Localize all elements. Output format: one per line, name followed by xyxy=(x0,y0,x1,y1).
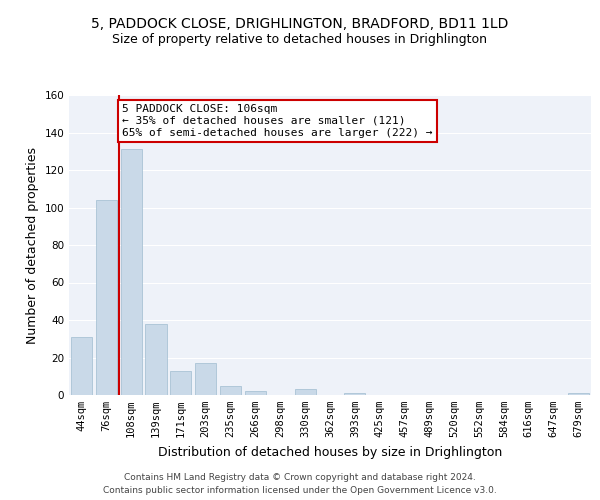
Bar xyxy=(220,386,241,395)
Bar xyxy=(195,363,216,395)
Y-axis label: Number of detached properties: Number of detached properties xyxy=(26,146,39,344)
Bar xyxy=(295,390,316,395)
Bar xyxy=(568,393,589,395)
Text: Contains HM Land Registry data © Crown copyright and database right 2024.
Contai: Contains HM Land Registry data © Crown c… xyxy=(103,474,497,495)
Bar xyxy=(121,150,142,395)
Bar xyxy=(145,324,167,395)
Text: 5 PADDOCK CLOSE: 106sqm
← 35% of detached houses are smaller (121)
65% of semi-d: 5 PADDOCK CLOSE: 106sqm ← 35% of detache… xyxy=(122,104,433,138)
Text: Size of property relative to detached houses in Drighlington: Size of property relative to detached ho… xyxy=(113,32,487,46)
Bar xyxy=(71,337,92,395)
Bar xyxy=(245,391,266,395)
Bar xyxy=(96,200,117,395)
Bar xyxy=(170,370,191,395)
Bar xyxy=(344,393,365,395)
X-axis label: Distribution of detached houses by size in Drighlington: Distribution of detached houses by size … xyxy=(158,446,502,458)
Text: 5, PADDOCK CLOSE, DRIGHLINGTON, BRADFORD, BD11 1LD: 5, PADDOCK CLOSE, DRIGHLINGTON, BRADFORD… xyxy=(91,18,509,32)
